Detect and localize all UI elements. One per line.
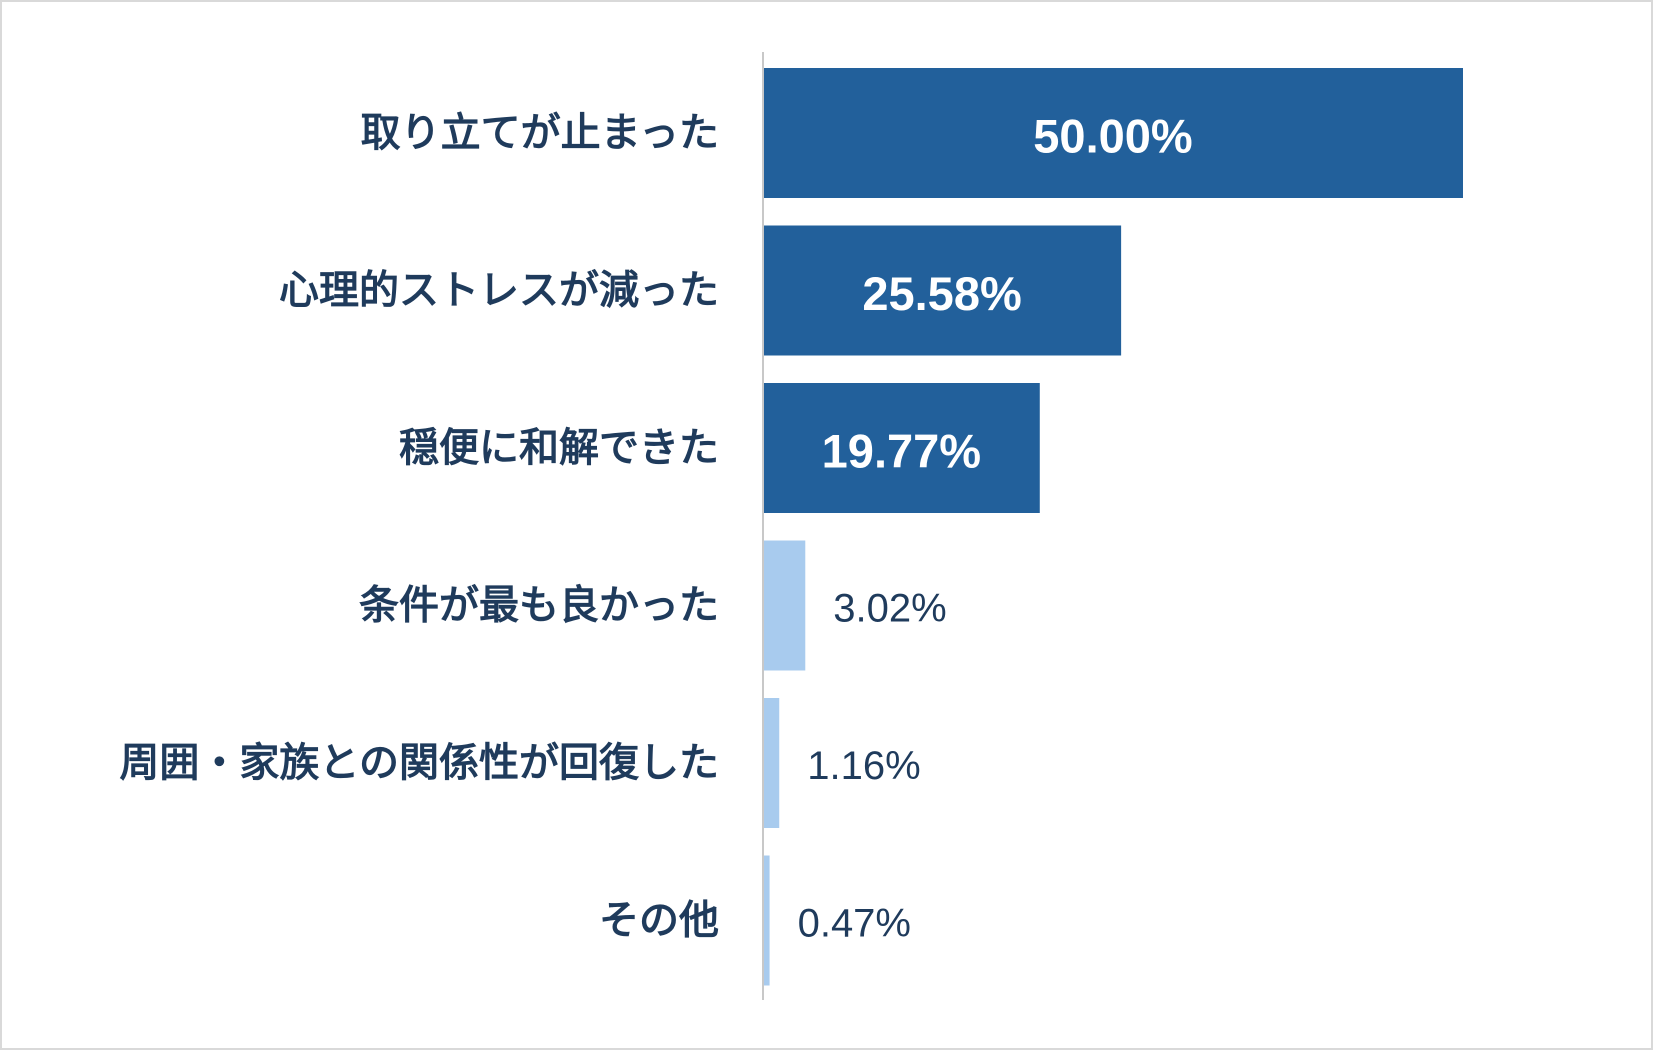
value-label-4: 3.02% [833, 587, 946, 631]
value-label-3: 19.77% [822, 425, 981, 478]
bar-3 [763, 383, 1040, 513]
bar-2 [763, 225, 1122, 356]
bar-4 [763, 540, 806, 671]
value-label-6: 0.47% [798, 902, 911, 946]
category-label-1: 取り立てが止まった [361, 110, 719, 156]
value-label-5: 1.16% [807, 744, 920, 788]
category-label-4: 条件が最も良かった [359, 583, 719, 629]
value-label-1: 50.00% [1033, 110, 1192, 163]
bar-1 [763, 68, 1463, 198]
category-label-5: 周囲・家族との関係性が回復した [119, 740, 719, 786]
labels-layer: 取り立てが止まった 50.00% 心理的ストレスが減った 25.58% 穏便に和解できた… [119, 110, 1192, 946]
value-label-2: 25.58% [862, 267, 1021, 320]
category-label-3: 穏便に和解できた [399, 425, 719, 471]
bar-5 [763, 698, 780, 828]
bars-layer [763, 68, 1463, 986]
category-label-2: 心理的ストレスが減った [279, 268, 719, 314]
bar-6 [763, 855, 770, 986]
category-label-6: その他 [599, 898, 719, 944]
